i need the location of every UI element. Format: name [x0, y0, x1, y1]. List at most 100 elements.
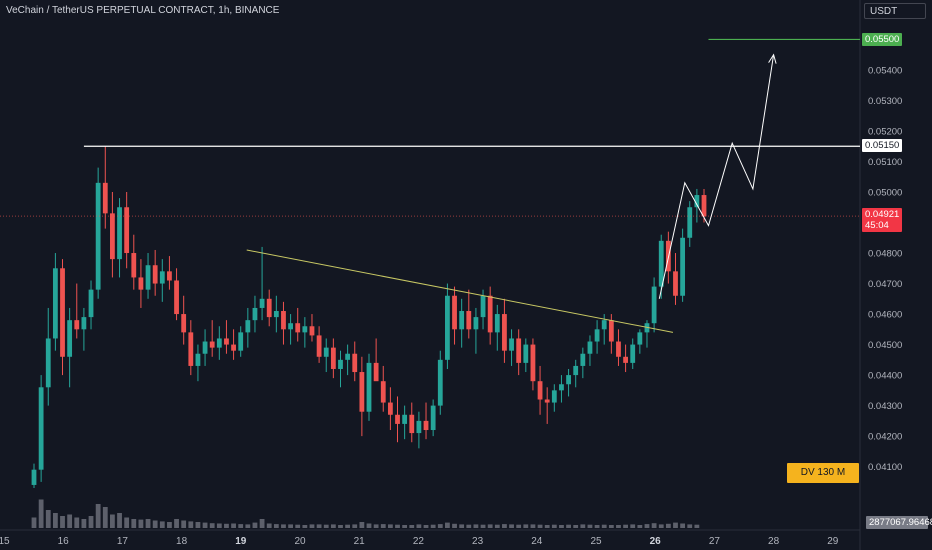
volume-bar — [395, 524, 400, 528]
volume-bar — [231, 523, 236, 528]
candle-body — [587, 341, 593, 354]
volume-bar — [159, 521, 165, 528]
candle-body — [580, 353, 586, 366]
volume-bar — [537, 524, 543, 528]
volume-bar — [402, 525, 408, 528]
candle-body — [366, 362, 372, 412]
volume-bar — [608, 525, 614, 528]
price-tick-label: 0.04100 — [868, 462, 902, 473]
candle-body — [252, 307, 258, 321]
candle-body — [430, 405, 436, 431]
candle-body — [637, 332, 643, 345]
volume-bar — [665, 523, 671, 528]
candle-body — [60, 268, 65, 357]
candle-body — [245, 320, 251, 333]
volume-bar — [466, 524, 472, 528]
volume-bar — [302, 525, 308, 528]
price-tick-label: 0.04400 — [868, 371, 902, 382]
projection-path — [658, 54, 775, 299]
volume-bar — [52, 513, 58, 528]
price-tick-label: 0.04700 — [868, 279, 902, 290]
candle-body — [74, 320, 80, 330]
candle-body — [608, 320, 614, 342]
candle-body — [124, 207, 130, 254]
candle-body — [188, 332, 194, 366]
volume-bar — [587, 524, 593, 528]
candle-body — [231, 344, 236, 351]
candle-body — [359, 372, 365, 412]
volume-bar — [594, 525, 600, 528]
candle-body — [181, 314, 187, 333]
candle-body — [530, 344, 536, 382]
volume-bar — [452, 523, 457, 528]
candle-body — [110, 213, 115, 260]
candle-body — [551, 390, 557, 403]
volume-bar — [67, 514, 73, 528]
time-tick-label: 29 — [827, 536, 839, 547]
candle-body — [566, 375, 571, 385]
candle-body — [266, 298, 272, 318]
candle-body — [502, 314, 507, 351]
candle-body — [67, 320, 73, 357]
volume-bars — [31, 499, 700, 528]
volume-bar — [509, 524, 514, 528]
volume-bar — [38, 499, 44, 528]
price-tick-label: 0.05000 — [868, 187, 902, 198]
volume-bar — [573, 525, 579, 528]
currency-selector[interactable]: USDT — [864, 3, 926, 19]
candle-body — [31, 469, 37, 485]
price-tick-label: 0.05300 — [868, 96, 902, 107]
price-tick-label: 0.05100 — [868, 157, 902, 168]
candle-body — [416, 420, 422, 434]
volume-bar — [409, 525, 415, 528]
candle-body — [459, 311, 465, 330]
volume-bar — [95, 504, 101, 528]
time-tick-label: 25 — [590, 536, 602, 547]
volume-bar — [181, 520, 187, 528]
time-tick-label: 19 — [235, 536, 247, 547]
volume-value-label: 2877067.96468 — [866, 516, 932, 529]
volume-bar — [416, 524, 422, 528]
volume-bar — [630, 524, 636, 528]
candle-body — [658, 240, 664, 287]
time-tick-label: 23 — [472, 536, 484, 547]
volume-bar — [167, 522, 172, 528]
volume-bar — [673, 522, 678, 528]
candle-body — [673, 271, 678, 296]
volume-bar — [74, 517, 80, 528]
candle-body — [338, 359, 343, 369]
volume-bar — [687, 524, 693, 528]
candle-body — [409, 414, 415, 434]
price-tick-label: 0.05400 — [868, 65, 902, 76]
candle-body — [117, 207, 122, 260]
volume-bar — [88, 516, 94, 528]
volume-bar — [330, 524, 336, 528]
volume-bar — [238, 524, 244, 528]
candle-body — [687, 207, 693, 238]
candle-body — [694, 195, 700, 208]
volume-bar — [480, 524, 486, 528]
candle-body — [509, 338, 514, 351]
price-tick-label: 0.04600 — [868, 310, 902, 321]
drawings — [0, 38, 860, 333]
volume-bar — [309, 524, 315, 528]
current-price-tag: 0.04921 45:04 — [862, 208, 902, 232]
volume-bar — [523, 524, 529, 528]
volume-bar — [152, 520, 158, 528]
candle-body — [494, 314, 500, 333]
time-tick-label: 15 — [0, 536, 10, 547]
volume-bar — [530, 524, 536, 528]
candle-body — [81, 317, 87, 330]
price-tick-label: 0.04800 — [868, 249, 902, 260]
volume-bar — [60, 516, 65, 528]
projection-arrowhead — [768, 53, 777, 64]
candle-body — [680, 237, 686, 296]
volume-bar — [259, 519, 265, 528]
volume-bar — [138, 519, 144, 528]
volume-bar — [145, 519, 151, 528]
volume-bar — [316, 524, 322, 528]
candle-body — [238, 332, 244, 351]
volume-bar — [102, 507, 108, 528]
volume-bar — [637, 525, 643, 528]
